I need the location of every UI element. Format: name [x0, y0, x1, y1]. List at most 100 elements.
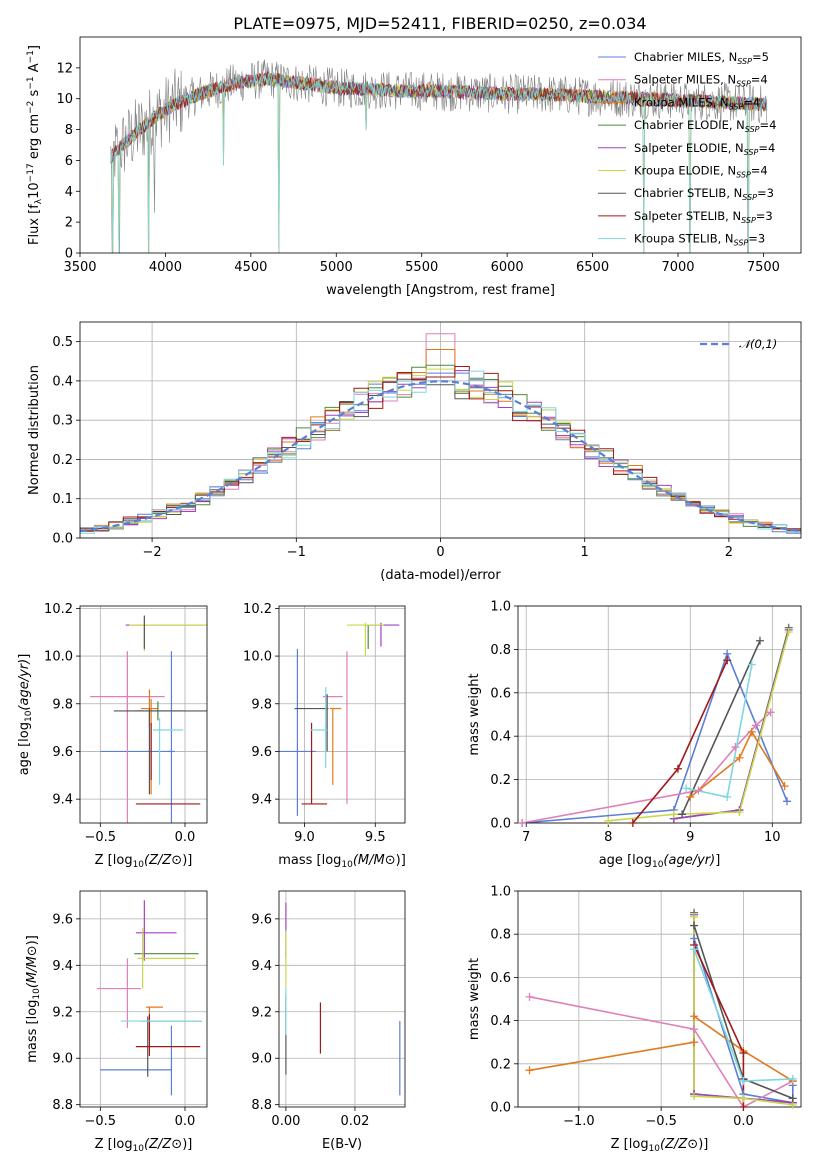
- weight-marker: [735, 753, 744, 762]
- plot-area-age_vs_mass: [279, 622, 400, 816]
- y-tick-label: 1.0: [490, 600, 511, 615]
- axes-frame: [79, 321, 802, 539]
- x-tick-label: 7500: [747, 260, 780, 275]
- axes-frame: [517, 605, 802, 824]
- y-tick-label: 0.4: [52, 374, 73, 389]
- label-part: SSP: [745, 125, 760, 134]
- y-tick-label: 0.0: [490, 817, 511, 832]
- y-tick-label: 9.4: [52, 959, 73, 974]
- y-tick-label: 0.2: [490, 1057, 511, 1072]
- plot-area-mass_vs_ebv: [285, 902, 401, 1096]
- label-part: (M/M: [353, 853, 385, 868]
- y-tick-label: 12: [56, 61, 73, 76]
- spectrum-data-line: [110, 59, 768, 253]
- x-tick-label: −1: [287, 545, 306, 560]
- weight-line: [689, 730, 786, 798]
- label-part: Chabrier ELODIE, N: [634, 118, 745, 132]
- y-tick-label: 9.0: [251, 1052, 272, 1067]
- label-part: ⊙)]: [171, 853, 192, 868]
- plot-area-age_vs_Z: [90, 615, 207, 823]
- label-part: −1: [26, 50, 36, 63]
- label-part: s: [27, 89, 42, 100]
- label-part: =3: [757, 186, 774, 200]
- x-tick-label: 9.0: [294, 830, 315, 845]
- plot-area-residuals: [80, 333, 801, 534]
- x-tick-label: 2: [725, 545, 733, 560]
- label-part: ]: [715, 853, 720, 868]
- x-tick-label: 4500: [234, 260, 267, 275]
- axes-frame: [278, 605, 406, 824]
- weight-line: [632, 659, 728, 823]
- label-part: ⊙)]: [25, 935, 40, 956]
- weight-marker: [723, 656, 732, 665]
- label-part: Chabrier MILES, N: [634, 50, 737, 64]
- y-tick-label: 0.4: [490, 1014, 511, 1029]
- histogram-step: [80, 368, 801, 532]
- weight-marker: [690, 1025, 699, 1034]
- label-part: Kroupa ELODIE, N: [634, 164, 736, 178]
- label-part: ]: [17, 654, 32, 659]
- y-tick-label: 0.8: [490, 643, 511, 658]
- weight-marker: [690, 1012, 699, 1021]
- x-tick-label: 0.0: [733, 1114, 754, 1129]
- y-tick-label: 9.6: [251, 912, 272, 927]
- label-part: −1: [26, 76, 36, 89]
- spectrum-model-line: [110, 72, 768, 253]
- y-tick-label: 10.0: [44, 650, 73, 665]
- legend-entry: Salpeter STELIB, NSSP=3: [634, 209, 773, 225]
- label-part: erg cm: [27, 114, 42, 163]
- histogram-step: [80, 378, 801, 532]
- y-tick-label: 1.0: [490, 885, 511, 900]
- label-part: ⊙)]: [385, 853, 406, 868]
- histogram-step: [80, 366, 801, 532]
- x-tick-label: 7: [522, 830, 530, 845]
- label-part: =4: [743, 95, 760, 109]
- weight-marker: [673, 764, 682, 773]
- weight-marker: [518, 819, 527, 827]
- y-tick-label: 9.6: [251, 745, 272, 760]
- weight-marker: [751, 721, 760, 730]
- y-tick-label: 8: [65, 123, 73, 138]
- weight-marker: [766, 708, 775, 717]
- label-part: mass [log: [25, 1000, 40, 1063]
- x-tick-label: −1.0: [563, 1114, 595, 1129]
- plot-area-mass_vs_Z: [96, 900, 202, 1096]
- y-tick-label: 9.8: [52, 697, 73, 712]
- label-part: 10: [652, 860, 664, 870]
- label-part: SSP: [742, 193, 757, 202]
- legend-entry: Salpeter MILES, NSSP=4: [634, 73, 768, 89]
- x-tick-label: −0.5: [645, 1114, 677, 1129]
- y-tick-label: 10.2: [44, 602, 73, 617]
- y-axis-label: Flux [fλ10−17 erg cm−2 s−1 A−1]: [26, 45, 44, 245]
- legend-entry: Chabrier MILES, NSSP=5: [634, 50, 769, 66]
- label-part: ⊙)]: [171, 1137, 192, 1152]
- y-tick-label: 10.2: [243, 602, 272, 617]
- y-tick-label: 10: [56, 92, 73, 107]
- weight-marker: [739, 1094, 748, 1103]
- weight-marker: [731, 743, 740, 752]
- label-part: =3: [756, 209, 773, 223]
- panel-mass_vs_Z: −0.5 0.08.89.09.29.49.6Z [log10(Z/Z⊙)]mas…: [25, 890, 208, 1154]
- x-axis-label: (data-model)/error: [380, 568, 501, 583]
- x-tick-label: 8: [604, 830, 612, 845]
- x-axis-label: Z [log10(Z/Z⊙)]: [611, 1137, 709, 1154]
- x-tick-label: 4000: [149, 260, 182, 275]
- label-sub: 10: [649, 1144, 661, 1154]
- weight-line: [522, 651, 788, 823]
- label-part: 10: [27, 182, 42, 199]
- legend-entry: Chabrier STELIB, NSSP=3: [634, 186, 774, 202]
- weight-marker: [788, 1074, 797, 1083]
- y-tick-label: 0.6: [490, 971, 511, 986]
- plot-area-weight_vs_age: [521, 627, 790, 823]
- label-part: =4: [758, 141, 775, 155]
- x-tick-label: 0.0: [175, 1114, 196, 1129]
- weight-line: [681, 640, 761, 815]
- x-tick-label: 9: [686, 830, 694, 845]
- weight-marker: [739, 1103, 748, 1111]
- weight-marker: [690, 1038, 699, 1047]
- x-tick-label: 0.02: [340, 1114, 369, 1129]
- x-tick-label: 7000: [661, 260, 694, 275]
- x-tick-label: 5500: [405, 260, 438, 275]
- x-axis-label: Z [log10(Z/Z⊙)]: [95, 853, 193, 870]
- weight-marker: [628, 819, 637, 827]
